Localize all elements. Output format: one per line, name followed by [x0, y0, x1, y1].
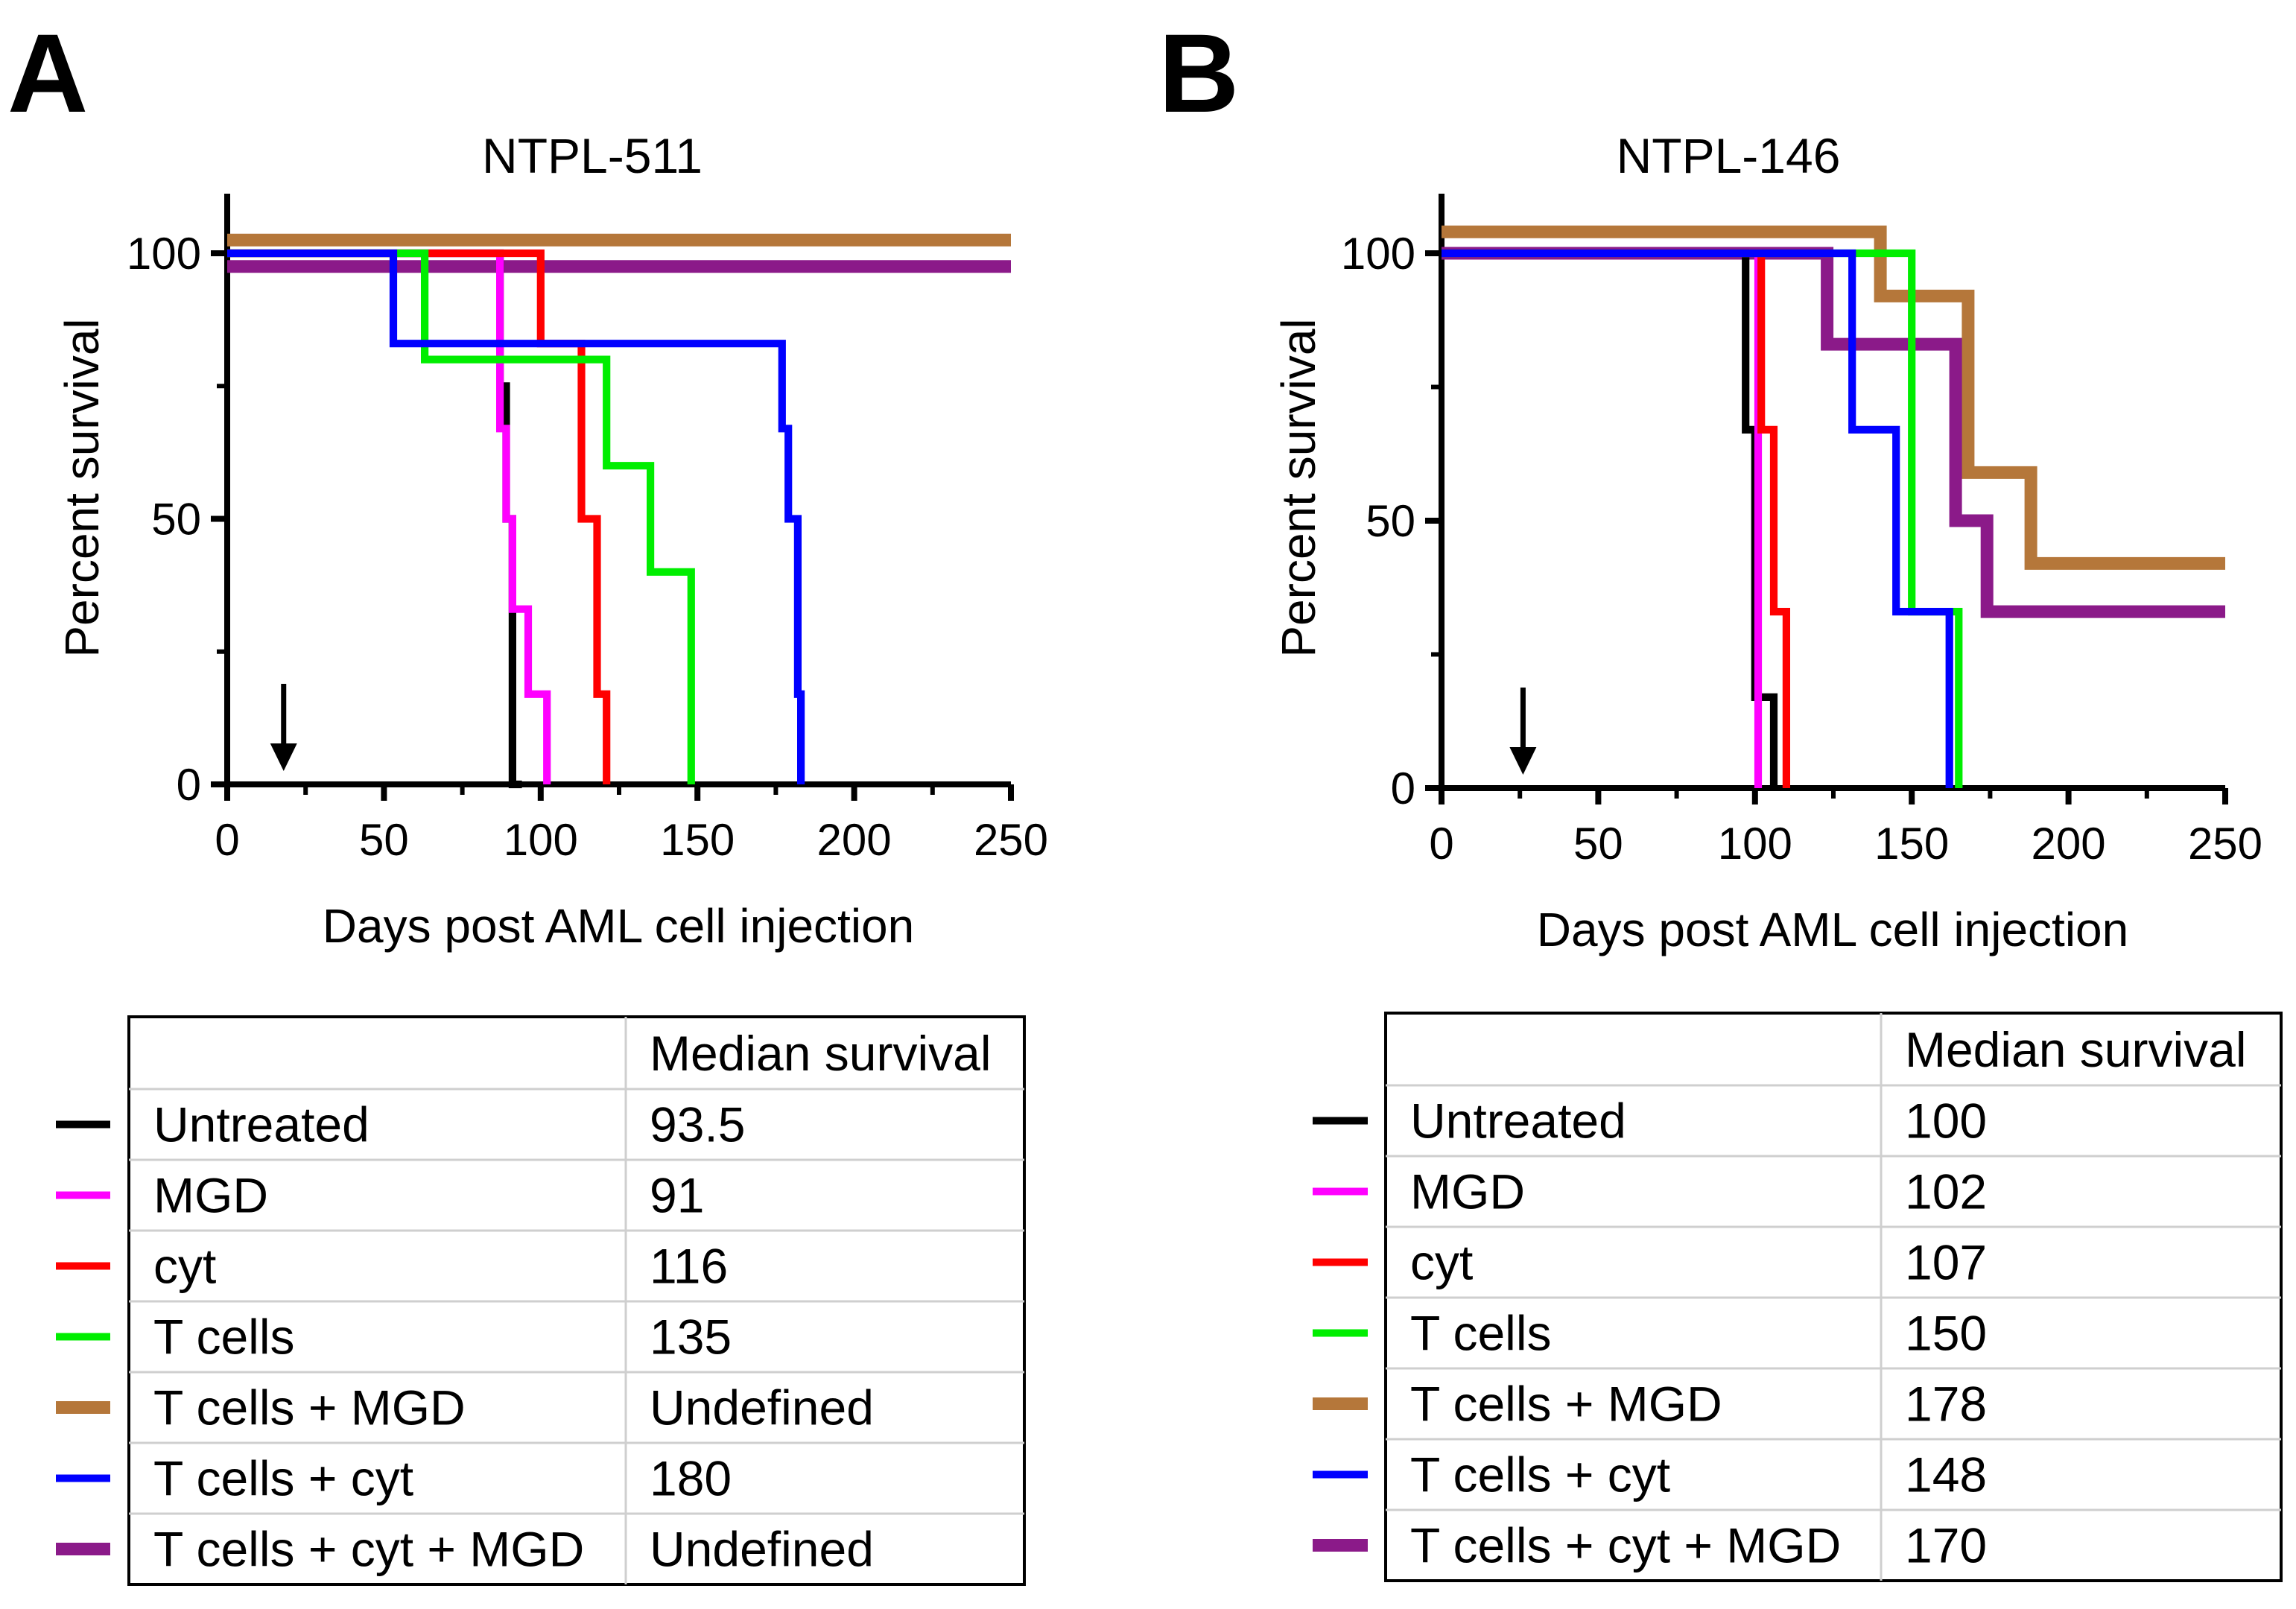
panel-a-y-axis-label: Percent survival — [55, 318, 109, 657]
panel-a-table-row-label: T cells + cyt — [153, 1451, 413, 1506]
panel-a-table-row-value: 116 — [650, 1239, 728, 1294]
panel-b-table-row-value: 150 — [1905, 1306, 1987, 1361]
panel-b-table-row-label: Untreated — [1410, 1094, 1626, 1149]
panel-b-y-tick-label: 0 — [1391, 764, 1415, 813]
panel-b-table-row-value: 170 — [1905, 1518, 1987, 1573]
panel-a-x-tick-label: 50 — [359, 815, 409, 865]
panel-b-x-tick-label: 0 — [1429, 819, 1453, 869]
panel-b-y-tick-label: 100 — [1341, 229, 1415, 279]
panel-b-table-row-label: T cells + cyt + MGD — [1410, 1518, 1841, 1573]
panel-a-letter: A — [7, 10, 88, 136]
panel-b-x-tick-label: 50 — [1573, 819, 1623, 869]
panel-b-series-untreated — [1442, 249, 1778, 788]
panel-b-series-mgd — [1442, 249, 1763, 788]
panel-a-chart-title: NTPL-511 — [482, 128, 703, 183]
panel-b-x-tick-label: 200 — [2032, 819, 2106, 869]
panel-a-arrow-head-icon — [270, 743, 297, 771]
panel-b-series-t-cells-cyt — [1442, 249, 1953, 788]
panel-a-series — [227, 233, 1011, 789]
panel-a-y-tick-label: 100 — [127, 229, 201, 279]
panel-a-series-t-cells — [227, 249, 695, 784]
panel-b-series-cyt — [1442, 249, 1790, 788]
panel-a-series-t-cells-cyt — [227, 249, 805, 784]
panel-a-table-row-value: 180 — [650, 1451, 732, 1506]
panel-b-x-axis-label: Days post AML cell injection — [1537, 903, 2128, 956]
panel-a-x-tick-label: 150 — [660, 815, 735, 865]
panel-b-table-row-label: T cells + MGD — [1410, 1377, 1722, 1432]
panel-b-table-row-value: 148 — [1905, 1447, 1987, 1502]
panel-a: A NTPL-511 0 50 100 150 200 250 0 50 100 Days po… — [7, 10, 1048, 1586]
panel-a-x-tick-label: 100 — [504, 815, 578, 865]
panel-a-x-axis-label: Days post AML cell injection — [323, 899, 914, 953]
panel-b-chart-title: NTPL-146 — [1617, 128, 1841, 183]
panel-b-y-axis-label: Percent survival — [1272, 318, 1325, 657]
panel-a-table-row-label: T cells + MGD — [153, 1380, 466, 1435]
panel-a-x-tick-label: 200 — [817, 815, 892, 865]
panel-b-x-tick-label: 100 — [1718, 819, 1792, 869]
panel-b-x-tick-label: 150 — [1874, 819, 1949, 869]
panel-b-x-tick-label: 250 — [2188, 819, 2262, 869]
panel-a-y-tick-label: 50 — [151, 495, 201, 545]
panel-a-table-row-value: 91 — [650, 1168, 704, 1223]
panel-a-axes: 0 50 100 150 200 250 0 50 100 — [127, 194, 1048, 865]
panel-a-series-cyt — [227, 249, 611, 784]
panel-b-table-row-label: T cells — [1410, 1306, 1552, 1361]
panel-b-axes: 0 50 100 150 200 250 0 50 100 — [1341, 194, 2262, 869]
panel-b-series — [1442, 225, 2225, 788]
panel-b-table-row-label: MGD — [1410, 1164, 1525, 1219]
panel-b: B NTPL-146 0 50 100 150 200 250 0 50 100 Days po… — [1158, 10, 2283, 1582]
panel-a-table-header: Median survival — [650, 1026, 992, 1081]
panel-a-table-row-label: T cells — [153, 1310, 295, 1365]
panel-a-table-row-label: Untreated — [153, 1097, 370, 1152]
panel-b-table-row-value: 107 — [1905, 1235, 1987, 1290]
panel-a-x-tick-label: 0 — [215, 815, 239, 865]
panel-a-median-table: Median survival Untreated 93.5 MGD 91 cyt 116 T… — [56, 1015, 1026, 1586]
panel-b-y-tick-label: 50 — [1366, 496, 1415, 546]
panel-a-table-row-label: T cells + cyt + MGD — [153, 1522, 584, 1577]
panel-a-table-row-value: Undefined — [650, 1380, 874, 1435]
panel-b-table-header: Median survival — [1905, 1022, 2247, 1077]
panel-a-table-row-value: 93.5 — [650, 1097, 745, 1152]
panel-b-table-row-value: 178 — [1905, 1377, 1987, 1432]
panel-b-table-row-value: 100 — [1905, 1094, 1987, 1149]
panel-a-x-tick-label: 250 — [974, 815, 1048, 865]
panel-a-table-row-value: Undefined — [650, 1522, 874, 1577]
panel-b-median-table: Median survival Untreated 100 MGD 102 cyt 107 T… — [1313, 1012, 2283, 1582]
panel-b-table-row-label: T cells + cyt — [1410, 1447, 1670, 1502]
panel-b-series-t-cells-cyt-mgd — [1442, 247, 2225, 618]
panel-b-arrow-head-icon — [1509, 747, 1537, 775]
panel-a-series-mgd — [227, 249, 551, 784]
panel-b-letter: B — [1158, 10, 1239, 136]
panel-a-series-untreated — [227, 249, 522, 789]
panel-b-series-t-cells — [1442, 249, 1963, 788]
panel-b-table-row-label: cyt — [1410, 1235, 1473, 1290]
panel-b-table-row-value: 102 — [1905, 1164, 1987, 1219]
panel-a-table-row-label: MGD — [153, 1168, 268, 1223]
panel-a-y-tick-label: 0 — [177, 760, 201, 810]
panel-a-table-row-label: cyt — [153, 1239, 216, 1294]
panel-a-table-row-value: 135 — [650, 1310, 732, 1365]
